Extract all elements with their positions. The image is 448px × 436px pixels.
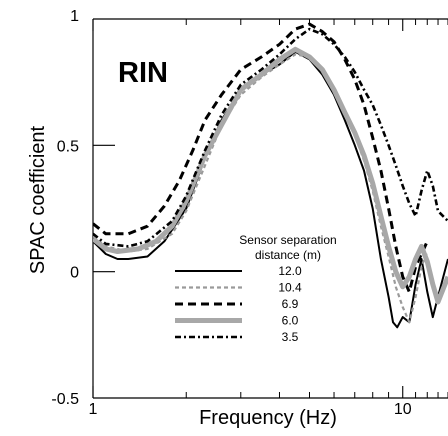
series-layer <box>93 22 448 329</box>
legend-label: 3.5 <box>282 330 299 344</box>
x-axis-label: Frequency (Hz) <box>199 407 337 429</box>
y-tick-label: 1 <box>70 8 79 25</box>
x-axis: 1 10 <box>89 19 448 418</box>
x-tick-label: 10 <box>394 401 412 418</box>
legend-title-line2: distance (m) <box>255 248 321 262</box>
y-tick-label: 0.5 <box>57 138 79 155</box>
y-tick-label: -0.5 <box>51 391 79 408</box>
series-line-12-0 <box>93 50 448 329</box>
legend-label: 12.0 <box>278 264 302 278</box>
legend-label: 10.4 <box>278 281 302 295</box>
legend: Sensor separation distance (m) 12.0 10.4 6… <box>175 233 337 344</box>
series-line-6-9 <box>93 22 429 294</box>
legend-title-line1: Sensor separation <box>239 233 336 247</box>
y-axis-label: SPAC coefficient <box>27 125 49 274</box>
panel-label: RIN <box>118 57 168 89</box>
legend-label: 6.9 <box>282 297 299 311</box>
series-line-3-5 <box>93 27 448 248</box>
x-tick-label: 1 <box>89 401 98 418</box>
legend-label: 6.0 <box>282 314 299 328</box>
y-tick-label: 0 <box>70 265 79 282</box>
y-axis: 1 0.5 0 -0.5 <box>51 8 115 408</box>
series-line-10-4 <box>93 53 429 324</box>
series-line-6-0 <box>93 46 448 305</box>
